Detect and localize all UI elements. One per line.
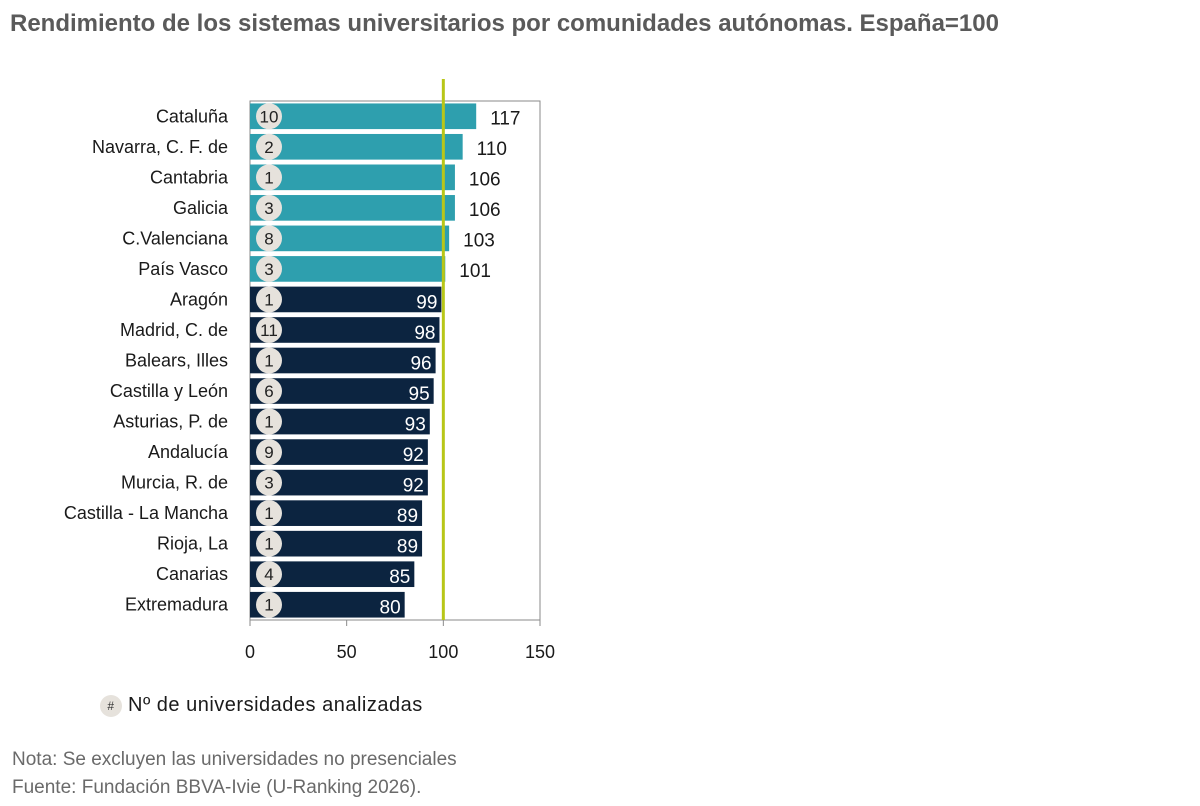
value-label: 80 [380,598,401,619]
university-count-label: 1 [264,596,273,615]
category-label: País Vasco [138,259,228,279]
note-text: Nota: Se excluyen las universidades no p… [12,749,457,770]
bar [250,195,455,221]
value-label: 106 [469,200,501,221]
category-label: Asturias, P. de [113,412,228,432]
university-count-badge [256,530,282,557]
category-label: Navarra, C. F. de [92,137,228,157]
category-label: Cataluña [156,106,229,126]
bar [250,164,455,191]
value-label: 85 [389,567,410,588]
value-label: 89 [397,537,418,558]
source-text: Fuente: Fundación BBVA-Ivie (U-Ranking 2… [12,777,422,798]
category-label: C.Valenciana [122,228,229,248]
university-count-label: 3 [264,474,273,493]
university-count-badge [256,439,282,466]
x-tick-label: 150 [525,642,555,662]
value-label: 95 [409,384,430,405]
category-label: Madrid, C. de [120,320,228,340]
category-label: Canarias [156,564,228,584]
bar [250,103,477,130]
university-count-label: 3 [264,199,273,218]
university-count-badge [256,164,282,191]
value-label: 92 [403,476,424,497]
university-count-badge [256,316,282,343]
value-label: 96 [410,354,431,375]
value-label: 92 [403,445,424,466]
university-count-label: 9 [264,443,273,462]
legend: # Nº de universidades analizadas [100,694,423,717]
university-count-label: 1 [264,290,273,309]
university-count-label: 1 [264,504,273,523]
legend-badge-icon: # [100,694,122,717]
x-tick-label: 100 [428,642,458,662]
value-label: 106 [469,169,501,190]
university-count-badge [256,286,282,313]
value-label: 101 [459,261,491,282]
category-label: Galicia [173,198,229,218]
university-count-badge [256,500,282,527]
value-label: 110 [477,139,507,160]
category-label: Castilla y León [110,381,228,401]
university-count-badge [256,561,282,588]
university-count-label: 8 [264,229,273,248]
university-count-badge [256,408,282,435]
university-count-label: 10 [260,107,279,126]
university-count-label: 6 [264,382,273,401]
university-count-label: 1 [264,168,273,187]
legend-label: Nº de universidades analizadas [128,694,423,716]
category-label: Murcia, R. de [121,473,228,493]
university-count-badge [256,347,282,374]
university-count-label: 4 [264,565,273,584]
university-count-badge [256,194,282,221]
category-label: Rioja, La [157,534,229,554]
value-label: 89 [397,506,418,527]
x-tick-label: 50 [337,642,357,662]
category-label: Extremadura [125,595,229,615]
value-label: 93 [405,415,426,436]
university-count-badge [256,225,282,252]
university-count-badge [256,591,282,618]
university-count-badge [256,378,282,405]
bar-chart: 0 50 100 150 Cataluña 10 117 Navarra, C. F. de 2… [64,79,555,662]
category-label: Balears, Illes [125,351,228,371]
university-count-badge [256,469,282,496]
university-count-label: 1 [264,413,273,432]
footnotes: Nota: Se excluyen las universidades no p… [12,746,457,802]
university-count-label: 2 [264,138,273,157]
value-label: 117 [490,108,520,129]
value-label: 99 [416,292,437,313]
value-label: 98 [414,323,435,344]
university-count-badge [256,103,282,130]
value-label: 103 [463,230,495,251]
category-label: Aragón [170,289,228,309]
x-tick-label: 0 [245,642,255,662]
university-count-badge [256,255,282,282]
bar [250,256,446,282]
university-count-label: 1 [264,535,273,554]
university-count-label: 1 [264,352,273,371]
university-count-label: 11 [260,321,278,340]
category-label: Castilla - La Mancha [64,503,229,523]
university-count-label: 3 [264,260,273,279]
bar [250,133,463,160]
university-count-badge [256,133,282,160]
category-label: Cantabria [150,167,229,187]
bar [250,225,450,252]
chart-title: Rendimiento de los sistemas universitari… [10,10,999,37]
category-label: Andalucía [148,442,229,462]
